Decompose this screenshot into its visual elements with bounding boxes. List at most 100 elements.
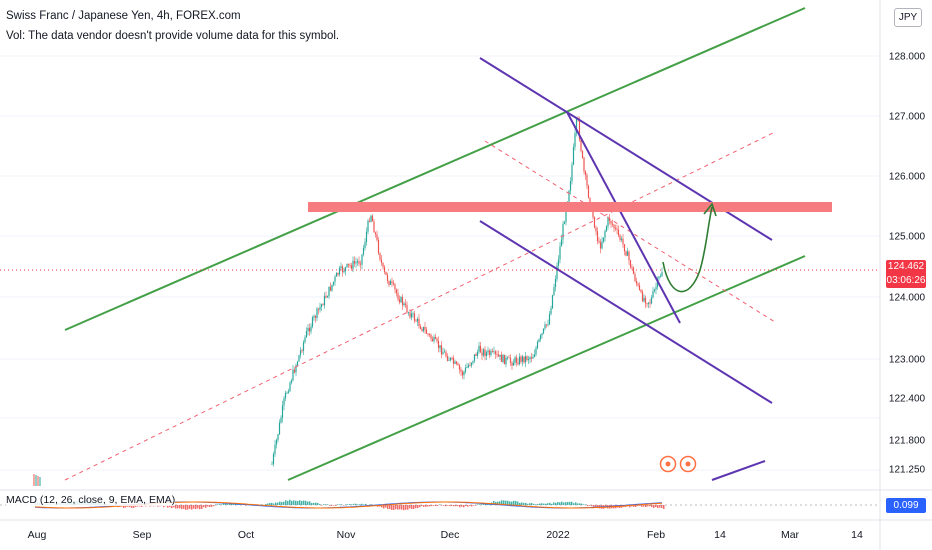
candle <box>295 363 297 377</box>
candle <box>484 345 486 361</box>
macd-bar <box>391 505 393 510</box>
candle <box>377 237 380 256</box>
macd-bar <box>291 500 293 505</box>
candle <box>382 262 384 270</box>
candle <box>395 288 398 297</box>
macd-bar <box>583 504 585 505</box>
macd-bar <box>275 502 277 505</box>
candle <box>574 129 576 151</box>
macd-bar <box>399 505 401 510</box>
macd-bar <box>525 502 527 505</box>
macd-bar <box>441 505 443 506</box>
candle <box>478 341 480 354</box>
macd-bar <box>453 505 455 507</box>
macd-bar <box>319 504 321 505</box>
macd-bar <box>475 505 477 506</box>
candle <box>437 336 440 353</box>
candle <box>535 345 537 357</box>
macd-bar <box>207 505 209 507</box>
candle <box>529 355 531 364</box>
macd-bar <box>269 503 271 505</box>
candle <box>593 216 596 229</box>
macd-bar <box>477 504 479 505</box>
macd-bar <box>343 505 345 506</box>
time-axis: Aug Sep Oct Nov Dec 2022 Feb 14 Mar 14 <box>0 519 932 541</box>
macd-bar <box>659 505 661 508</box>
projection-arrowhead <box>703 202 717 217</box>
purple-trend-steep <box>566 111 681 324</box>
candle <box>473 354 476 364</box>
candle <box>631 264 633 271</box>
macd-bar <box>521 502 523 505</box>
candle <box>469 361 471 367</box>
candle <box>479 341 482 353</box>
candle <box>415 318 417 322</box>
candle <box>557 255 560 270</box>
macd-bar <box>639 505 641 506</box>
macd-bar <box>657 505 659 509</box>
time-tick-label: Oct <box>238 529 254 541</box>
macd-bar <box>419 505 421 508</box>
macd-bar <box>337 504 339 505</box>
macd-bar <box>357 504 359 505</box>
candle <box>305 327 308 339</box>
macd-bar <box>635 505 637 507</box>
macd-bar <box>651 505 653 508</box>
candle <box>643 294 645 303</box>
macd-bar <box>123 505 125 509</box>
candle <box>559 242 561 264</box>
candle <box>362 244 365 257</box>
candle <box>518 353 521 366</box>
candle <box>613 223 615 233</box>
macd-bar <box>565 502 567 505</box>
macd-bar <box>493 501 495 505</box>
macd-bar <box>443 505 445 506</box>
candle <box>271 461 273 465</box>
candle <box>311 315 314 329</box>
macd-bar <box>353 503 355 505</box>
time-tick-label: Nov <box>337 529 356 541</box>
candle <box>638 282 641 291</box>
price-tick-label: 124.000 <box>889 293 926 304</box>
candle <box>661 267 663 277</box>
candle <box>563 220 566 225</box>
drawings <box>0 7 880 481</box>
macd-bar <box>535 504 537 505</box>
macd-bar <box>351 504 353 505</box>
macd-bar <box>401 505 403 510</box>
candle <box>616 224 618 235</box>
macd-bar <box>237 504 239 505</box>
candle <box>314 314 317 323</box>
macd-bar <box>283 501 285 505</box>
macd-bar <box>219 504 221 505</box>
macd-bar <box>403 505 405 511</box>
candle <box>532 353 534 359</box>
price-tick-label: 121.250 <box>889 465 926 476</box>
macd-bar <box>389 505 391 509</box>
candle <box>611 219 614 227</box>
candle <box>572 143 575 166</box>
candle <box>551 294 554 309</box>
macd-bar <box>591 505 593 506</box>
candle <box>511 361 513 371</box>
candle <box>274 440 276 457</box>
candle <box>596 227 599 245</box>
macd-bar <box>369 504 371 505</box>
candle <box>650 294 653 305</box>
currency-button[interactable]: JPY <box>894 8 922 27</box>
macd-bar <box>483 503 485 505</box>
dashed-mid-1 <box>64 131 776 481</box>
time-tick-label: Mar <box>781 529 800 541</box>
candle <box>485 350 488 361</box>
macd-bar <box>267 503 269 505</box>
candle <box>425 326 428 335</box>
symbol-title[interactable]: Swiss Franc / Japanese Yen, 4h, FOREX.co… <box>6 10 241 22</box>
bar-countdown-label: 03:06:26 <box>886 274 926 288</box>
candle <box>418 314 420 329</box>
candle <box>634 271 636 283</box>
macd-bar <box>517 501 519 505</box>
macd-indicator-label[interactable]: MACD (12, 26, close, 9, EMA, EMA) <box>6 494 176 506</box>
macd-bar <box>463 505 465 508</box>
candle <box>278 419 281 436</box>
